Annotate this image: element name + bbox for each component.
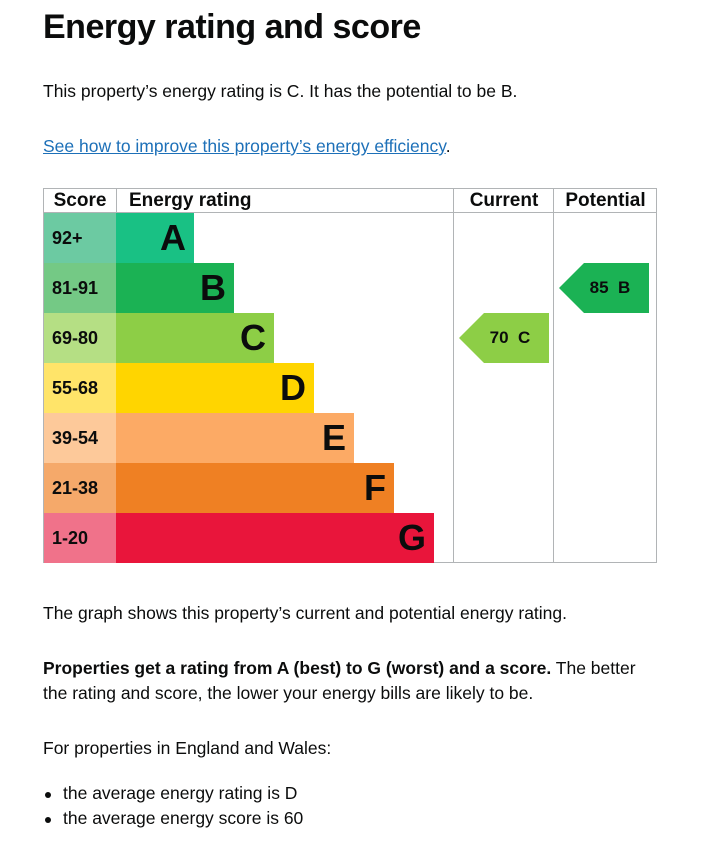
- rating-para: Properties get a rating from A (best) to…: [43, 658, 636, 679]
- band-bar: E: [116, 413, 354, 463]
- rating-text: The better: [555, 658, 636, 678]
- arrow-shape: [559, 263, 649, 313]
- arrow-label: 70 C: [459, 313, 549, 363]
- header-score: Score: [44, 189, 116, 213]
- arrow-shape: [459, 313, 549, 363]
- current-letter: C: [518, 328, 531, 347]
- band-bar: D: [116, 363, 314, 413]
- average-item: the average energy score is 60: [44, 808, 304, 828]
- heading: Energy rating and score: [43, 8, 421, 46]
- band-score: 81-91: [44, 263, 116, 313]
- header-potential: Potential: [554, 189, 657, 213]
- potential-letter: B: [618, 278, 631, 297]
- band-score: 69-80: [44, 313, 116, 363]
- header-current: Current: [454, 189, 554, 213]
- band-bar: F: [116, 463, 394, 513]
- band-bar: A: [116, 213, 194, 263]
- graph-note: The graph shows this property’s current …: [43, 603, 568, 623]
- band-score: 55-68: [44, 363, 116, 413]
- potential-score: 85: [589, 278, 609, 297]
- band-bar: C: [116, 313, 274, 363]
- header-rating: Energy rating: [116, 189, 454, 213]
- link-punct: .: [445, 136, 451, 156]
- divider: [553, 189, 554, 562]
- band-score: 1-20: [44, 513, 116, 563]
- link-line: See how to improve this property’s energ…: [43, 136, 451, 157]
- band-bar: B: [116, 263, 234, 313]
- average-item: the average energy rating is D: [44, 783, 298, 803]
- band-score: 92+: [44, 213, 116, 263]
- divider: [453, 189, 454, 562]
- current-score: 70: [489, 328, 509, 347]
- current-rating: 70 C: [459, 313, 549, 363]
- arrow-fill: [559, 263, 649, 313]
- potential-rating: 85 B: [559, 263, 649, 313]
- epc-graph: Score Energy rating Current Potential 92…: [43, 188, 657, 563]
- arrow-label: 85 B: [559, 263, 649, 313]
- arrow-fill: [459, 313, 549, 363]
- band-score: 39-54: [44, 413, 116, 463]
- rating-bold: Properties get a rating from A (best) to…: [43, 658, 552, 678]
- divider: [116, 189, 117, 213]
- average-intro: For properties in England and Wales:: [43, 738, 332, 758]
- improve-link[interactable]: See how to improve this property’s energ…: [43, 136, 446, 156]
- band-bar: G: [116, 513, 434, 563]
- rating-para-2: the rating and score, the lower your ene…: [43, 683, 534, 703]
- intro: This property’s energy rating is C. It h…: [43, 81, 518, 101]
- band-score: 21-38: [44, 463, 116, 513]
